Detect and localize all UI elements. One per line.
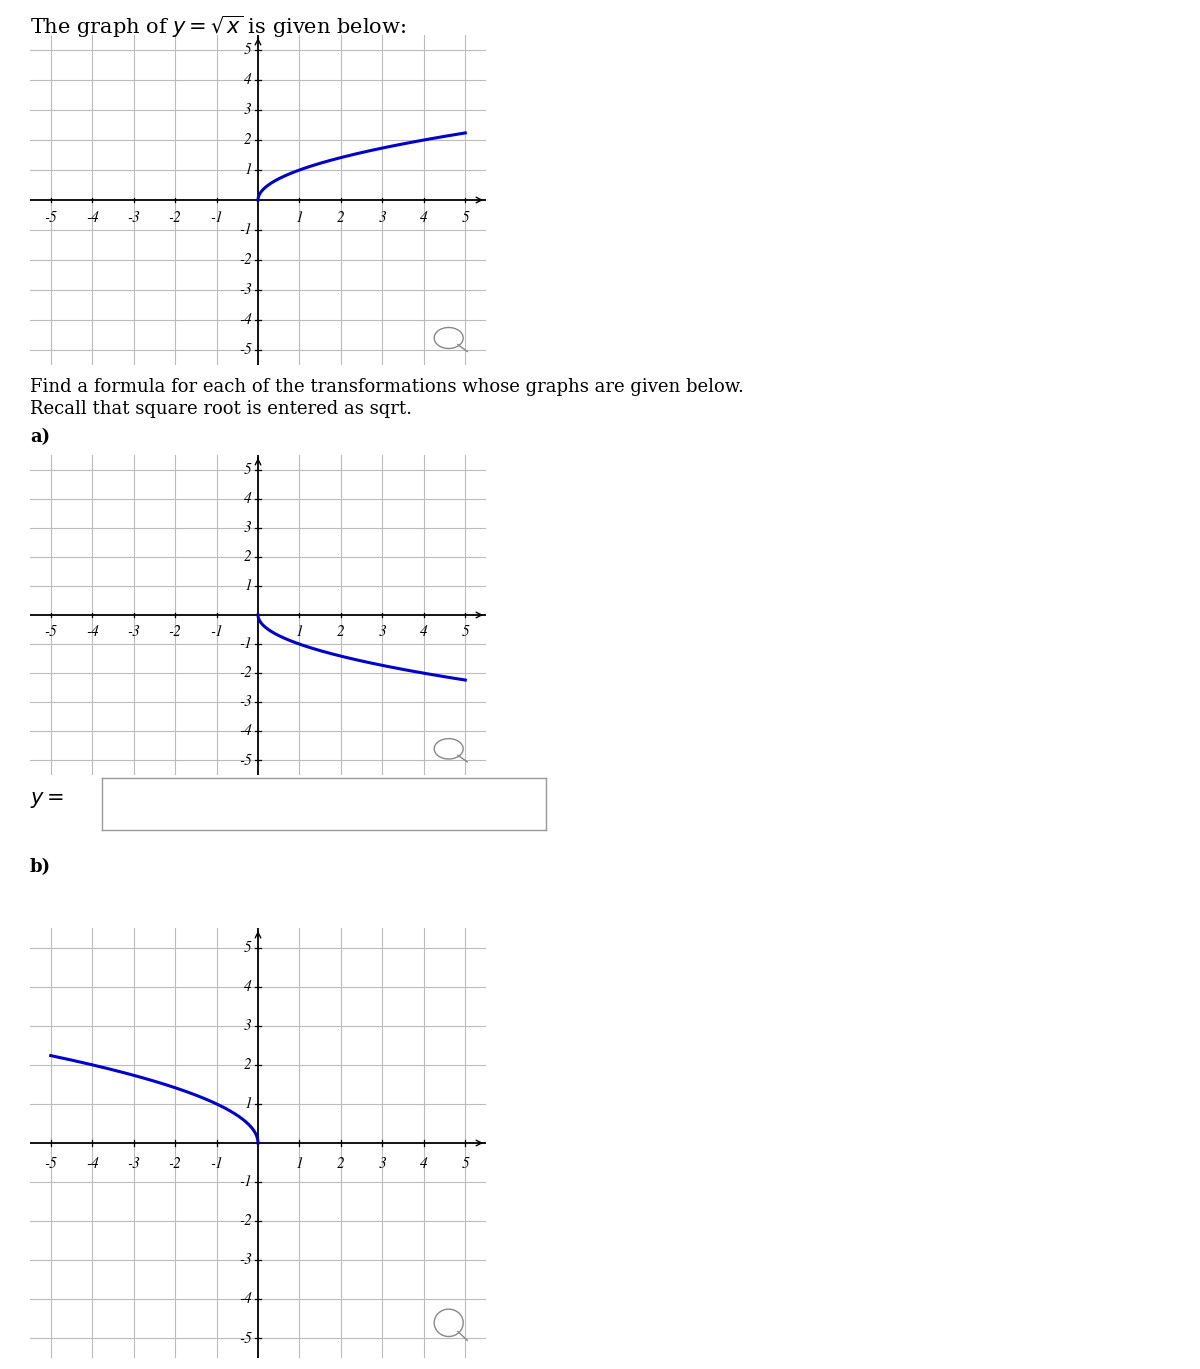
Text: 1: 1 bbox=[295, 211, 304, 225]
Text: -1: -1 bbox=[239, 1175, 252, 1190]
Text: -2: -2 bbox=[239, 1214, 252, 1228]
Text: -4: -4 bbox=[86, 626, 98, 639]
Text: -3: -3 bbox=[127, 211, 140, 225]
Text: 2: 2 bbox=[244, 133, 252, 146]
Text: $y = $: $y = $ bbox=[30, 790, 65, 810]
Text: 5: 5 bbox=[244, 463, 252, 476]
Text: -4: -4 bbox=[239, 1292, 252, 1306]
Text: 1: 1 bbox=[295, 1157, 304, 1170]
Text: -4: -4 bbox=[239, 314, 252, 327]
Text: 5: 5 bbox=[462, 626, 469, 639]
Text: -2: -2 bbox=[239, 667, 252, 680]
Text: -1: -1 bbox=[210, 626, 223, 639]
Text: -1: -1 bbox=[210, 211, 223, 225]
Text: The graph of $y = \sqrt{x}$ is given below:: The graph of $y = \sqrt{x}$ is given bel… bbox=[30, 14, 406, 40]
Text: -4: -4 bbox=[86, 1157, 98, 1170]
Text: -2: -2 bbox=[169, 1157, 181, 1170]
Text: -5: -5 bbox=[239, 1332, 252, 1346]
Text: 2: 2 bbox=[244, 550, 252, 564]
Text: 3: 3 bbox=[244, 520, 252, 535]
Text: -3: -3 bbox=[127, 1157, 140, 1170]
Text: 2: 2 bbox=[337, 626, 344, 639]
Text: -5: -5 bbox=[44, 211, 58, 225]
Text: 1: 1 bbox=[295, 626, 304, 639]
Text: -1: -1 bbox=[210, 1157, 223, 1170]
Text: 4: 4 bbox=[244, 73, 252, 88]
Text: 1: 1 bbox=[244, 1097, 252, 1112]
Text: 3: 3 bbox=[244, 103, 252, 118]
Text: -3: -3 bbox=[239, 283, 252, 297]
Text: Find a formula for each of the transformations whose graphs are given below.: Find a formula for each of the transform… bbox=[30, 378, 744, 396]
Text: 2: 2 bbox=[244, 1058, 252, 1072]
Text: 3: 3 bbox=[378, 1157, 386, 1170]
Text: 1: 1 bbox=[244, 163, 252, 177]
Text: -5: -5 bbox=[239, 753, 252, 768]
Text: 3: 3 bbox=[378, 211, 386, 225]
Text: 1: 1 bbox=[244, 579, 252, 593]
Text: 3: 3 bbox=[244, 1019, 252, 1032]
Text: 4: 4 bbox=[244, 980, 252, 994]
Text: 4: 4 bbox=[244, 491, 252, 505]
Text: b): b) bbox=[30, 858, 52, 876]
Text: -5: -5 bbox=[239, 342, 252, 357]
Text: -2: -2 bbox=[169, 211, 181, 225]
Text: -2: -2 bbox=[169, 626, 181, 639]
Text: -1: -1 bbox=[239, 637, 252, 652]
Text: -2: -2 bbox=[239, 253, 252, 267]
Text: 3: 3 bbox=[378, 626, 386, 639]
Text: 5: 5 bbox=[462, 1157, 469, 1170]
Text: 2: 2 bbox=[337, 1157, 344, 1170]
Text: 5: 5 bbox=[462, 211, 469, 225]
Text: 2: 2 bbox=[337, 211, 344, 225]
Text: Recall that square root is entered as sqrt.: Recall that square root is entered as sq… bbox=[30, 400, 412, 418]
Text: -5: -5 bbox=[44, 1157, 58, 1170]
Text: a): a) bbox=[30, 428, 50, 446]
Text: -3: -3 bbox=[239, 1253, 252, 1268]
Text: 4: 4 bbox=[420, 211, 427, 225]
Text: -3: -3 bbox=[239, 695, 252, 709]
Text: 4: 4 bbox=[420, 1157, 427, 1170]
Text: -4: -4 bbox=[239, 724, 252, 738]
Text: 4: 4 bbox=[420, 626, 427, 639]
Text: -3: -3 bbox=[127, 626, 140, 639]
Text: 5: 5 bbox=[244, 42, 252, 57]
Text: 5: 5 bbox=[244, 941, 252, 954]
Text: -1: -1 bbox=[239, 223, 252, 237]
Text: -4: -4 bbox=[86, 211, 98, 225]
Text: -5: -5 bbox=[44, 626, 58, 639]
